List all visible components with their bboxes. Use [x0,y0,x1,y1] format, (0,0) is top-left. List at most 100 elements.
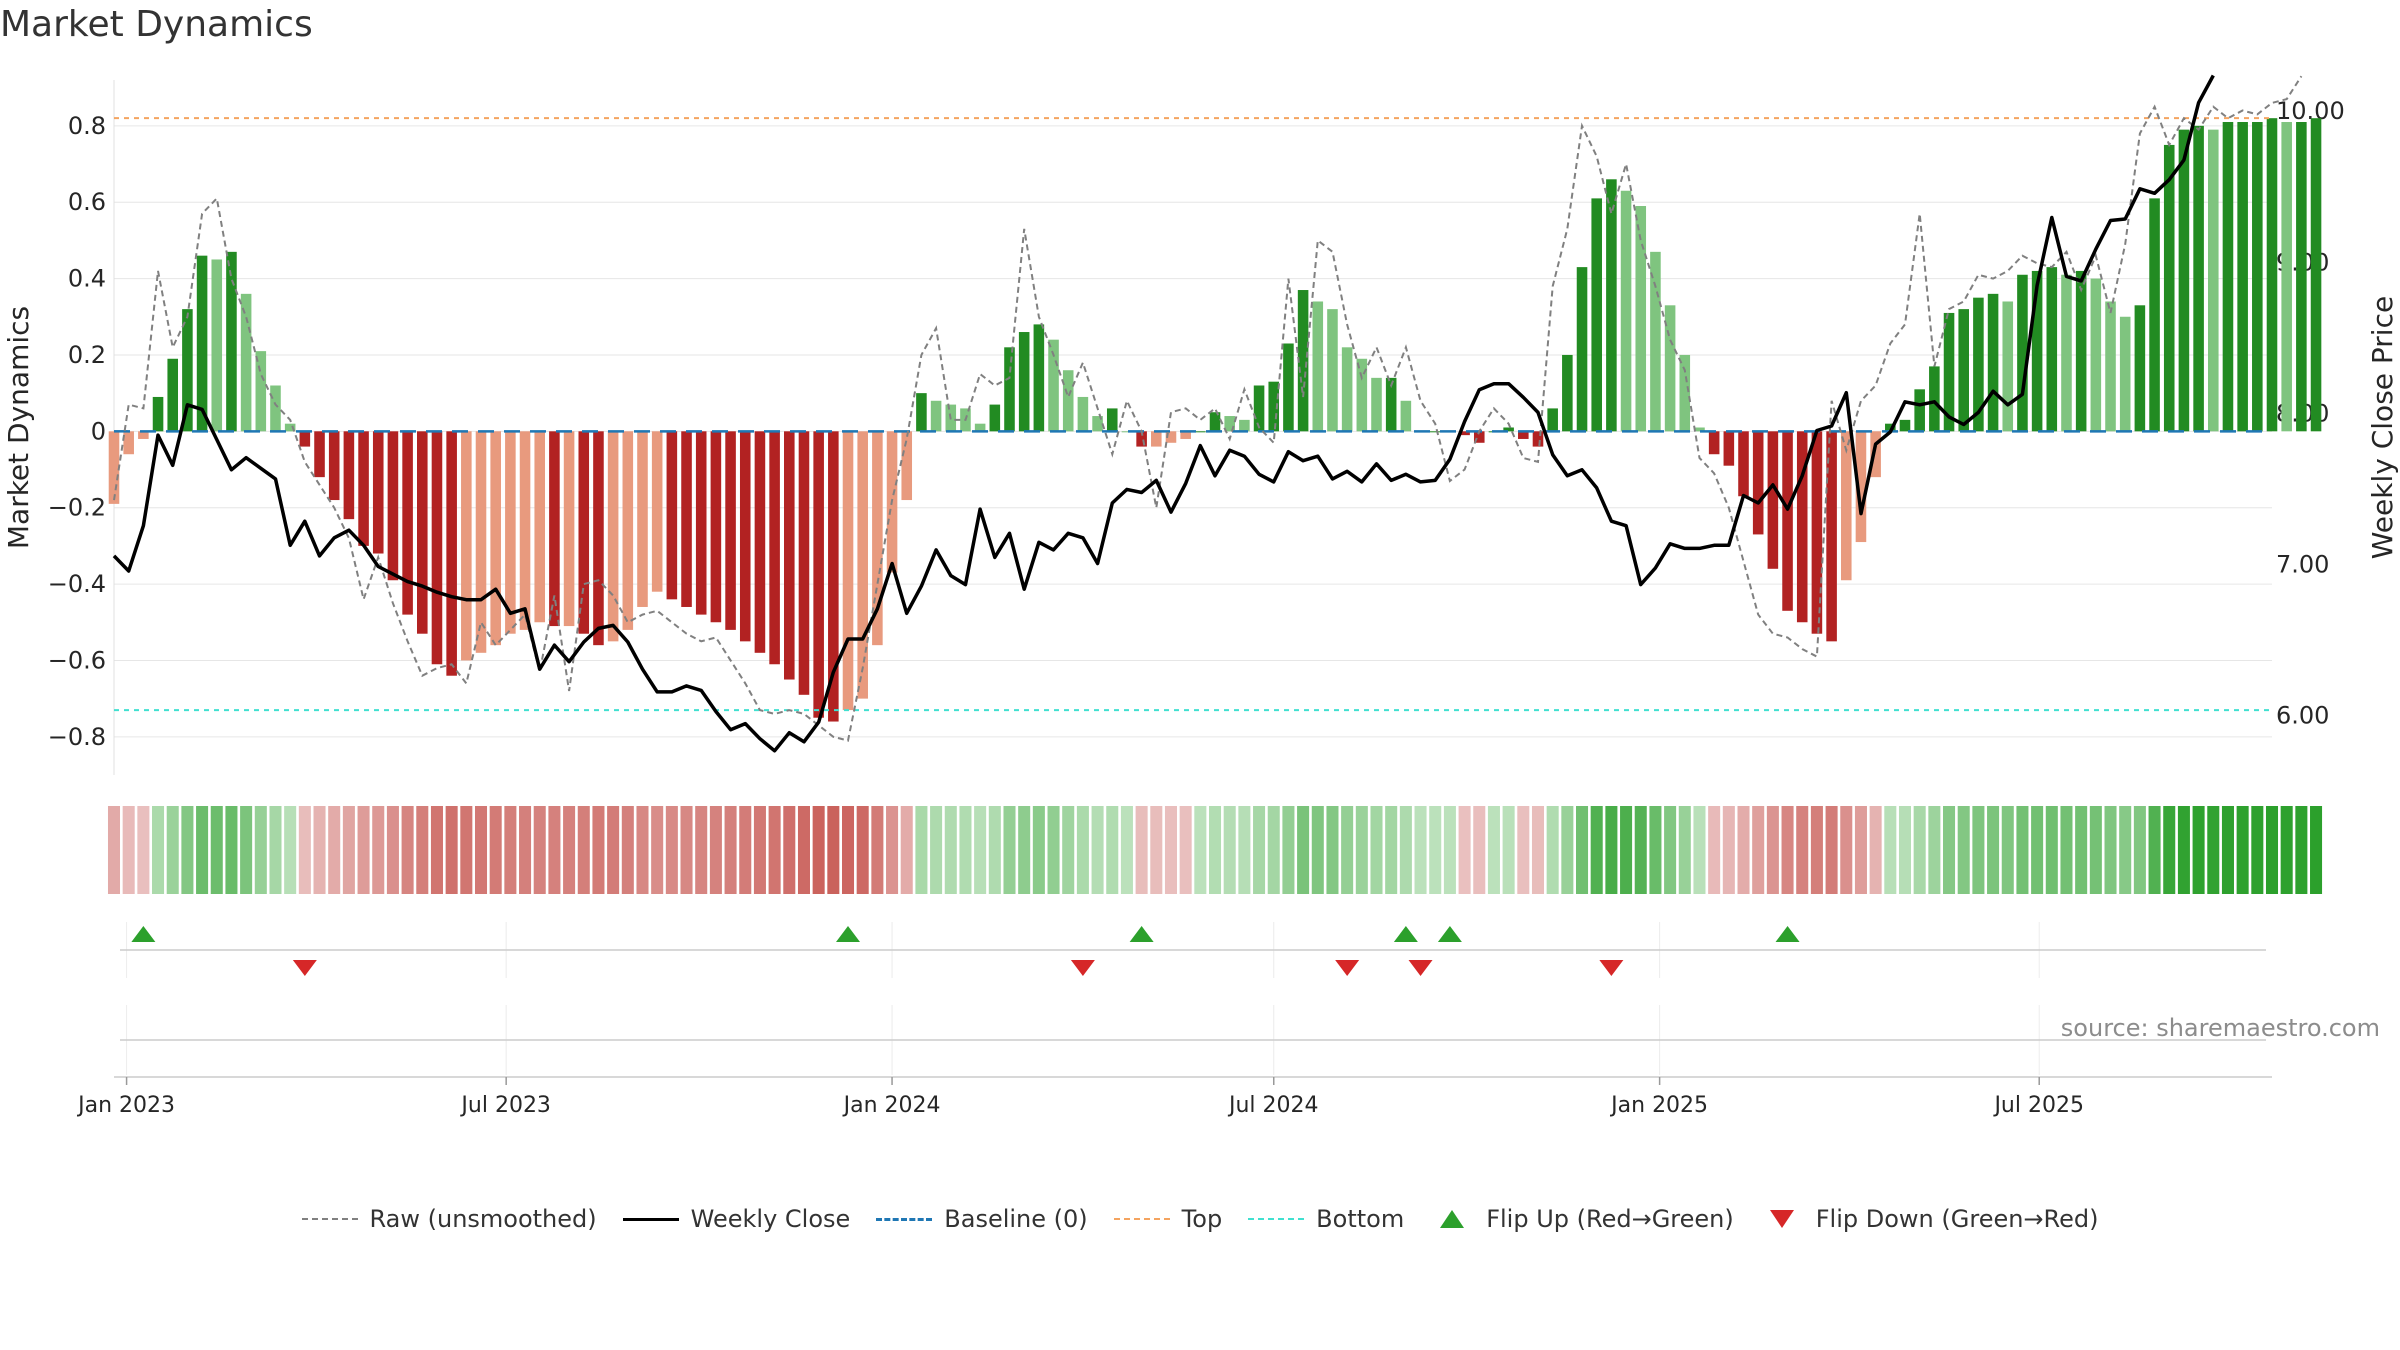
legend-item-flip-down: Flip Down (Green→Red) [1760,1205,2099,1233]
regime-cell [1840,806,1853,894]
dynamics-bar [1987,293,1999,432]
dynamics-bar [152,396,164,432]
dynamics-bar [1518,431,1529,439]
flip-up-marker [1437,926,1462,942]
dynamics-bar [2237,122,2248,432]
regime-cell [2016,806,2029,894]
weekly-close-line [112,74,2215,753]
legend-label: Bottom [1316,1205,1405,1233]
legend-item-top: Top [1113,1205,1222,1233]
regime-cell [1076,806,1089,894]
dynamics-bar [1591,198,1602,432]
regime-cell [621,806,634,894]
regime-cell [915,806,928,894]
dynamics-bar [417,431,428,634]
dynamics-bar [1268,381,1280,432]
dynamics-bar [505,431,516,634]
regime-cell [474,806,488,894]
legend-swatch [1113,1209,1170,1229]
dynamics-bar [2017,274,2028,432]
regime-cell [1311,806,1324,894]
regime-cell [709,806,722,894]
dynamics-bar [813,431,824,718]
triangle-up-icon [1440,1210,1465,1228]
dynamics-bar [343,431,355,520]
dynamics-bar [490,431,501,646]
regime-cell [1282,806,1295,894]
regime-cell [1737,806,1750,894]
regime-cell [1150,806,1163,894]
regime-cell [1810,806,1823,894]
dynamics-bar [240,293,252,432]
regime-cell [1884,806,1897,894]
dynamics-bar [1400,400,1412,432]
dynamics-bar [1840,431,1852,581]
regime-cell [1032,806,1045,894]
dynamics-bar [549,431,560,627]
dynamics-bar [2119,316,2131,432]
legend-swatch [876,1209,933,1229]
regime-cell [298,806,311,894]
y-right-tick-label: 6.00 [2276,702,2329,730]
dynamics-bar [1576,267,1588,432]
regime-cell [254,806,267,894]
dynamics-bar [2266,118,2278,432]
dynamics-bar [1385,377,1397,432]
bars-layer [108,118,2322,722]
dynamics-bar [461,431,472,661]
dynamics-bar [182,309,193,432]
x-tick-label: Jul 2025 [1992,1093,2084,1118]
dynamics-bar [108,431,120,504]
regime-cell [651,806,664,894]
regime-cell [900,806,913,894]
dynamics-bar [1033,324,1045,432]
regime-cell [1781,806,1794,894]
regime-cell [1120,806,1133,894]
dynamics-bar [2090,278,2102,432]
legend-item-bottom: Bottom [1248,1205,1404,1233]
regime-cell [695,806,708,894]
dynamics-bar [1077,396,1089,432]
regime-cell [1943,806,1956,894]
dynamics-bar [1679,354,1691,432]
dynamics-bar [299,431,311,447]
regime-cell [636,806,649,894]
regime-cell [856,806,869,894]
regime-cell [2236,806,2249,894]
regime-cell [1825,806,1838,894]
regime-cell [724,806,737,894]
dynamics-bar [1371,377,1382,432]
regime-cell [313,806,326,894]
dynamics-bar [2281,122,2292,432]
x-tick-label: Jul 2023 [459,1093,551,1118]
dynamics-bar [754,431,766,653]
dynamics-bar [446,431,457,676]
dynamics-bar [328,431,340,501]
regime-cell [1722,806,1735,894]
legend-swatch [1248,1209,1305,1229]
regime-cell [328,806,341,894]
legend-swatch [622,1209,679,1229]
regime-cell [1766,806,1779,894]
dynamics-bar [989,404,1001,432]
dynamics-bar [2149,198,2160,432]
regime-cell [1796,806,1809,894]
regime-cell [1414,806,1427,894]
dynamics-bar [593,431,604,646]
dynamics-bar [196,255,208,432]
regime-cell [930,806,943,894]
dynamics-bar [739,431,751,642]
regime-cell [489,806,502,894]
dynamics-bar [1195,431,1206,433]
regime-cell [1590,806,1603,894]
legend-label: Flip Down (Green→Red) [1815,1205,2099,1233]
regime-cell [1972,806,1985,894]
y-left-tick-label: −0.8 [48,723,106,751]
regime-cell [1546,806,1559,894]
regime-cell [416,806,429,894]
regime-cell [1957,806,1970,894]
regime-cell [1517,806,1530,894]
regime-cell [533,806,546,894]
dynamics-bar [2163,144,2175,432]
x-tick-label: Jan 2023 [76,1093,175,1118]
